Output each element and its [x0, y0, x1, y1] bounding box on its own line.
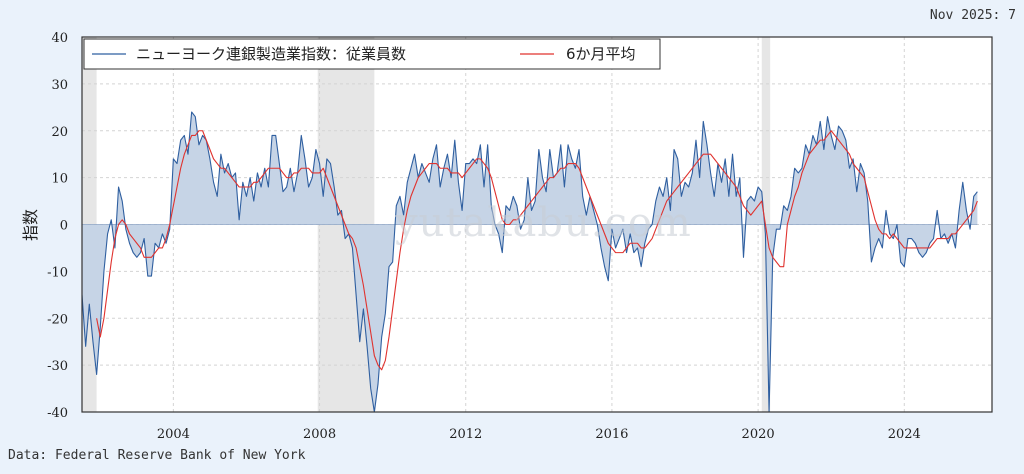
- y-tick-labels: -40 -30 -20 -10 0 10 20 30 40: [47, 31, 68, 421]
- x-tick-label-2: 2012: [449, 427, 482, 442]
- y-tick-label-5: 10: [51, 172, 68, 187]
- employment-area: [82, 112, 978, 412]
- y-tick-label-7: 30: [51, 78, 68, 93]
- data-source: Data: Federal Reserve Bank of New York: [8, 448, 306, 463]
- x-tick-labels: 2004 2008 2012 2016 2020 2024: [157, 427, 921, 442]
- legend-label-employment: ニューヨーク連銀製造業指数：従業員数: [136, 45, 406, 63]
- series-lines: [81, 111, 978, 413]
- x-tick-label-5: 2024: [888, 427, 921, 442]
- six-month-average-line: [96, 130, 978, 371]
- y-tick-label-8: 40: [51, 31, 68, 46]
- y-tick-label-0: -40: [47, 406, 68, 421]
- y-tick-label-4: 0: [60, 219, 68, 234]
- y-tick-label-3: -10: [47, 265, 68, 280]
- employment-area-fill: [82, 112, 978, 412]
- legend: ニューヨーク連銀製造業指数：従業員数 6か月平均: [83, 38, 661, 70]
- legend-box: [83, 38, 661, 70]
- y-tick-label-6: 20: [51, 125, 68, 140]
- y-tick-label-1: -30: [47, 359, 68, 374]
- latest-value-note: Nov 2025: 7: [929, 8, 1016, 23]
- legend-label-6m-avg: 6か月平均: [566, 45, 636, 63]
- x-tick-label-3: 2016: [595, 427, 628, 442]
- watermark: yutakabu.com: [395, 200, 692, 246]
- plot-frame: [81, 36, 993, 413]
- x-tick-label-1: 2008: [303, 427, 336, 442]
- employment-index-line: [81, 111, 978, 413]
- x-tick-label-4: 2020: [742, 427, 775, 442]
- y-axis-label: 指数: [21, 209, 40, 241]
- y-tick-label-2: -20: [47, 312, 68, 327]
- x-tick-label-0: 2004: [157, 427, 190, 442]
